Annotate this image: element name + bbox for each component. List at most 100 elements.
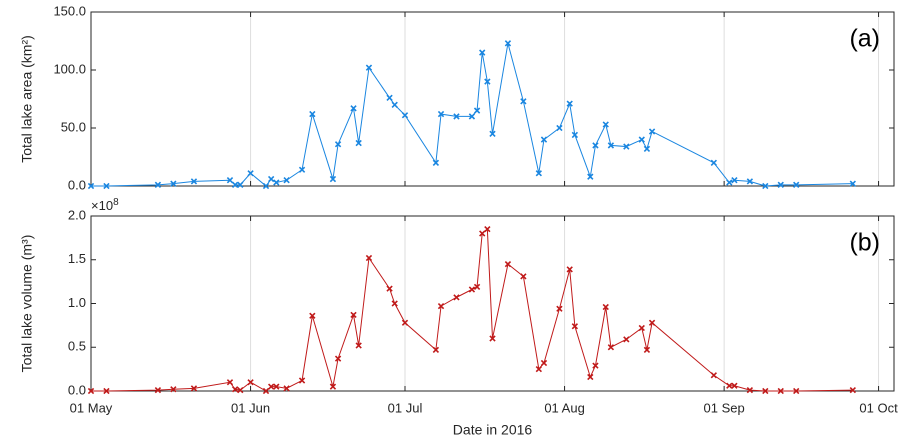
data-point [391,300,398,307]
data-point [607,142,615,149]
data-point [355,342,362,349]
data-line [91,43,853,187]
x-tick-label: 01 Jul [388,400,423,415]
data-point [731,177,738,184]
data-point [479,230,486,237]
y-tick-label: 0.0 [68,382,86,397]
data-point [556,124,563,132]
data-point [468,286,476,293]
data-point [386,94,393,102]
y-tick-label: 150.0 [53,3,86,18]
data-point [587,173,594,180]
data-point [267,383,275,390]
y-tick-label: 0.0 [68,177,86,192]
data-point [103,182,110,190]
data-point [226,177,234,184]
data-point [566,266,573,273]
plot-frame [90,215,895,392]
data-point [309,110,316,118]
x-tick-label: 01 Sep [704,400,745,415]
data-point [607,344,615,351]
data-point [623,336,630,343]
data-point [793,387,800,395]
data-point [283,385,290,392]
data-point [391,101,398,108]
data-point [489,335,496,342]
data-point [710,159,718,166]
data-point [432,346,440,354]
data-point [273,383,280,390]
y-axis-label: Total lake area (km²) [19,35,35,163]
data-point [540,359,548,367]
data-point [231,181,239,189]
data-point [453,113,460,120]
data-point [170,180,177,187]
data-point [355,139,362,147]
data-point [350,105,357,112]
y-multiplier: ×108 [91,197,119,214]
x-axis-label: Date in 2016 [453,422,533,438]
data-point [226,379,234,386]
data-point [535,170,542,177]
data-point [556,305,563,312]
data-point [298,377,306,384]
data-point [231,386,239,393]
data-point [643,346,651,354]
data-point [571,323,579,330]
panel-label: (a) [849,25,880,53]
data-point [329,383,337,390]
data-point [566,100,573,107]
y-tick-label: 50.0 [61,119,86,134]
data-point [298,166,306,173]
data-point [262,387,270,395]
data-point [592,362,599,369]
data-point [468,113,476,120]
data-point [247,379,254,386]
data-point [479,49,486,56]
x-tick-label: 01 Jun [231,400,270,415]
data-point [473,107,481,114]
data-point [571,131,579,139]
data-point [602,121,609,128]
data-point [309,312,316,319]
data-point [453,294,460,301]
x-tick-label: 01 Oct [859,400,898,415]
data-point [432,159,440,166]
data-point [710,372,718,379]
data-point [849,386,856,394]
data-point [638,136,645,143]
data-point [535,365,542,373]
data-point [504,260,512,268]
data-point [87,387,95,395]
data-point [540,136,548,143]
data-point [762,387,769,395]
data-point [648,319,656,326]
data-point [746,178,754,185]
y-axis-label: Total lake volume (m³) [19,235,35,373]
data-point [87,182,95,190]
data-point [329,175,337,183]
data-point [849,180,856,187]
data-point [726,179,733,186]
data-point [267,175,275,183]
data-point [170,386,177,393]
data-point [190,178,198,185]
y-tick-label: 1.5 [68,251,86,266]
y-tick-label: 100.0 [53,61,86,76]
data-point [237,181,244,189]
data-point [365,254,373,262]
data-point [777,181,784,189]
data-point [623,143,630,150]
panel-label: (b) [849,229,880,257]
data-point [473,283,481,291]
data-point [638,324,645,332]
y-multiplier-exponent: 8 [113,197,119,208]
x-tick-label: 01 Aug [544,400,585,415]
data-point [602,303,609,311]
y-multiplier-base: ×10 [91,198,113,213]
x-tick-label: 01 May [70,400,113,415]
data-point [437,110,445,118]
data-point [365,64,373,71]
